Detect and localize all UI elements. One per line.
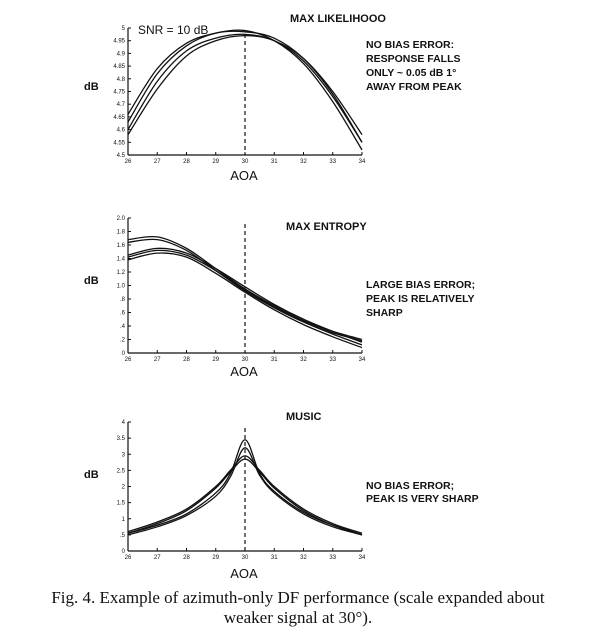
x-tick-label: 30 (242, 555, 249, 561)
x-tick-label: 27 (154, 159, 161, 165)
x-tick-label: 32 (300, 159, 307, 165)
y-tick-label: 2 (122, 485, 126, 491)
x-tick-label: 31 (271, 159, 278, 165)
y-tick-label: 1.6 (117, 243, 126, 249)
y-tick-label: .2 (120, 338, 126, 344)
y-tick-label: 4.65 (113, 115, 125, 121)
y-tick-label: 1 (122, 517, 126, 523)
x-tick-label: 29 (212, 555, 219, 561)
x-tick-label: 34 (359, 357, 366, 363)
y-tick-label: 0 (122, 351, 126, 357)
series-line-2 (127, 30, 363, 143)
y-tick-label: 3.5 (117, 436, 126, 442)
x-tick-label: 32 (300, 357, 307, 363)
x-tick-label: 28 (183, 357, 190, 363)
y-tick-label: 4.6 (117, 128, 126, 134)
x-axis-label: AOA (230, 168, 258, 183)
x-tick-label: 34 (359, 555, 366, 561)
series-line-3 (127, 247, 363, 343)
annotation-line-3: SHARP (366, 307, 403, 319)
plot-area: 26 27 28 29 30 31 32 33 34 4.5 4.55 4.6 4.65 4.7 4.75 4… (113, 26, 366, 165)
chart-title: MAX LIKELIHOOO (290, 13, 386, 25)
caption-line-2: weaker signal at 30°). (223, 608, 373, 627)
y-tick-label: 4.7 (117, 102, 126, 108)
y-tick-label: 1.5 (117, 501, 126, 507)
y-tick-label: 4.8 (117, 77, 126, 83)
y-tick-label: 4.85 (113, 64, 125, 70)
annotation-line-3: ONLY ~ 0.05 dB 1° (366, 67, 456, 79)
x-tick-label: 27 (154, 555, 161, 561)
y-tick-label: 2.5 (117, 468, 126, 474)
y-tick-label: 1.0 (117, 284, 126, 290)
plot-area: 26 27 28 29 30 31 32 33 34 0 .2 .4 .6 .8 1.0 1.2 1.4 1.6 1… (117, 216, 366, 363)
x-tick-label: 32 (300, 555, 307, 561)
annotation-line-2: PEAK IS VERY SHARP (366, 493, 479, 505)
y-tick-label: .5 (120, 533, 126, 539)
x-tick-label: 31 (271, 357, 278, 363)
y-tick-label: 4.75 (113, 90, 125, 96)
snr-label: SNR = 10 dB (138, 23, 208, 37)
x-tick-label: 29 (212, 159, 219, 165)
x-tick-label: 26 (125, 159, 132, 165)
annotation-line-1: NO BIAS ERROR; (366, 480, 454, 492)
y-tick-label: 1.4 (117, 257, 126, 263)
y-tick-label: 0 (122, 549, 126, 555)
x-tick-label: 33 (329, 357, 336, 363)
caption-line-1: Fig. 4. Example of azimuth-only DF perfo… (51, 588, 545, 607)
y-tick-label: .4 (120, 324, 126, 330)
x-tick-label: 27 (154, 357, 161, 363)
y-tick-label: 5 (122, 26, 126, 32)
series-line-1 (127, 439, 363, 534)
y-tick-label: 2.0 (117, 216, 126, 222)
x-tick-label: 26 (125, 555, 132, 561)
y-axis-label: dB (84, 469, 99, 481)
annotation-line-4: AWAY FROM PEAK (366, 81, 462, 93)
x-tick-label: 29 (212, 357, 219, 363)
y-tick-label: 1.2 (117, 270, 126, 276)
x-tick-label: 28 (183, 159, 190, 165)
figure-caption: Fig. 4. Example of azimuth-only DF perfo… (18, 588, 578, 628)
y-tick-label: .6 (120, 311, 126, 317)
series-line-2 (127, 447, 363, 536)
y-axis-label: dB (84, 275, 99, 287)
y-tick-label: 4 (122, 420, 126, 426)
series-line-2 (127, 238, 363, 342)
x-tick-label: 33 (329, 159, 336, 165)
series-line-4 (127, 249, 363, 346)
chart-title: MAX ENTROPY (286, 221, 367, 233)
y-tick-label: 4.9 (117, 51, 126, 57)
x-tick-label: 30 (242, 159, 249, 165)
panel-max-entropy: MAX ENTROPY dB AOA LARGE BIAS ERROR; PEA… (84, 216, 475, 379)
annotation-line-1: NO BIAS ERROR: (366, 39, 454, 51)
x-tick-label: 31 (271, 555, 278, 561)
x-tick-label: 28 (183, 555, 190, 561)
x-axis-label: AOA (230, 364, 258, 379)
y-tick-label: 4.5 (117, 153, 126, 159)
x-tick-label: 30 (242, 357, 249, 363)
series-line-4 (127, 458, 363, 536)
x-tick-label: 26 (125, 357, 132, 363)
series-line-4 (127, 34, 363, 136)
plot-area: 26 27 28 29 30 31 32 33 34 0 .5 1 1.5 2 2.5 3 3.5 4 (117, 420, 366, 561)
series-line-3 (127, 33, 363, 143)
chart-title: MUSIC (286, 411, 322, 423)
series-line-3 (127, 455, 363, 534)
series-line-1 (127, 29, 363, 151)
figure: MAX LIKELIHOOO SNR = 10 dB dB AOA NO BIA… (84, 13, 479, 580)
annotation-line-2: PEAK IS RELATIVELY (366, 293, 475, 305)
y-tick-label: 4.95 (113, 39, 125, 45)
y-tick-label: 1.8 (117, 230, 126, 236)
y-tick-label: 4.55 (113, 140, 125, 146)
y-tick-label: .8 (120, 297, 126, 303)
x-tick-label: 34 (359, 159, 366, 165)
y-axis-label: dB (84, 81, 99, 93)
annotation-line-1: LARGE BIAS ERROR; (366, 279, 475, 291)
series-line-5 (127, 252, 363, 349)
y-tick-label: 3 (122, 452, 126, 458)
annotation-line-2: RESPONSE FALLS (366, 53, 461, 65)
x-tick-label: 33 (329, 555, 336, 561)
panel-music: MUSIC dB AOA NO BIAS ERROR; PEAK IS VERY… (84, 411, 479, 580)
x-axis-label: AOA (230, 566, 258, 580)
panel-max-likelihood: MAX LIKELIHOOO SNR = 10 dB dB AOA NO BIA… (84, 13, 462, 183)
